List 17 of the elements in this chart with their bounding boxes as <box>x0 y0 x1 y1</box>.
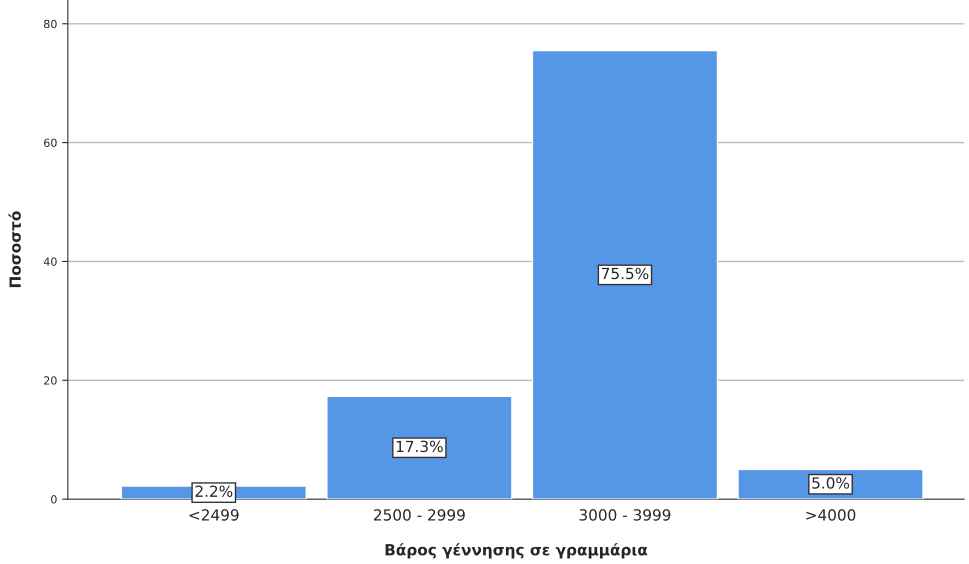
data-label: 2.2% <box>196 485 232 498</box>
data-label: 75.5% <box>602 268 648 280</box>
x-tick-label: >4000 <box>806 509 856 521</box>
x-axis-title: Βάρος γέννησης σε γραμμάρια <box>386 543 648 559</box>
y-tick-label: 80 <box>44 20 57 28</box>
bar <box>532 50 718 500</box>
y-tick-label: 40 <box>44 257 57 266</box>
data-label: 5.0% <box>812 477 850 489</box>
y-tick-label: 60 <box>44 138 57 147</box>
bar <box>326 396 513 500</box>
x-tick-label: 3000 - 3999 <box>580 509 670 521</box>
data-label: 17.3% <box>396 440 443 452</box>
x-tick-label: <2499 <box>190 509 239 521</box>
y-axis-title: Ποσοστό <box>8 211 21 288</box>
x-tick-label: 2500 - 2999 <box>374 509 465 521</box>
y-tick-label: 0 <box>51 495 57 504</box>
y-tick-label: 20 <box>44 376 57 385</box>
